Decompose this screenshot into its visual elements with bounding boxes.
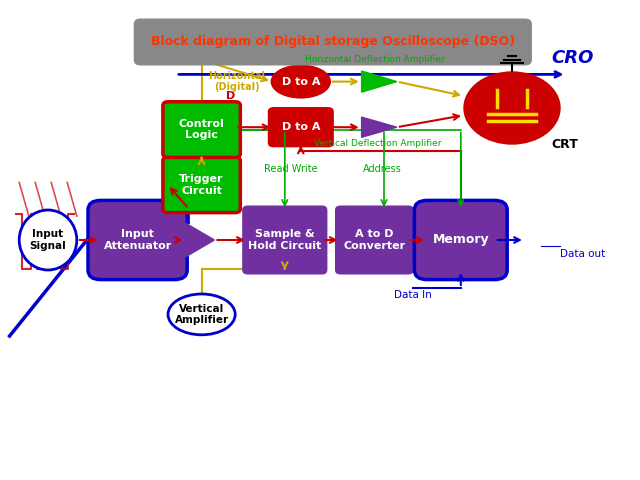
FancyBboxPatch shape — [335, 206, 413, 274]
FancyBboxPatch shape — [243, 206, 326, 274]
FancyBboxPatch shape — [269, 108, 333, 147]
Text: CRO: CRO — [552, 48, 594, 67]
Text: D: D — [226, 91, 235, 101]
Ellipse shape — [272, 66, 330, 97]
Polygon shape — [362, 117, 397, 137]
FancyBboxPatch shape — [163, 157, 241, 213]
Text: D to A: D to A — [282, 122, 320, 132]
Text: Input
Signal: Input Signal — [29, 229, 67, 251]
Circle shape — [464, 72, 560, 144]
Text: Vertical Deflection Amplifier: Vertical Deflection Amplifier — [314, 140, 442, 148]
Ellipse shape — [168, 294, 236, 335]
Text: Trigger
Circuit: Trigger Circuit — [179, 174, 224, 196]
Text: A to D
Converter: A to D Converter — [343, 229, 406, 251]
Ellipse shape — [19, 210, 77, 270]
FancyBboxPatch shape — [88, 201, 187, 279]
FancyBboxPatch shape — [415, 201, 507, 279]
Text: Control
Logic: Control Logic — [179, 119, 225, 141]
Text: Block diagram of Digital storage Oscilloscope (DSO): Block diagram of Digital storage Oscillo… — [151, 35, 515, 48]
Text: Horizontal Deflection Amplifier: Horizontal Deflection Amplifier — [305, 56, 444, 64]
Text: CRT: CRT — [552, 137, 579, 151]
Text: D to A: D to A — [282, 77, 320, 86]
Polygon shape — [186, 223, 214, 257]
Text: Read Write: Read Write — [264, 164, 318, 174]
Text: Memory: Memory — [433, 233, 489, 247]
Text: Horizontal
(Digital): Horizontal (Digital) — [208, 71, 266, 92]
Text: Sample &
Hold Circuit: Sample & Hold Circuit — [248, 229, 321, 251]
Text: Vertical
Amplifier: Vertical Amplifier — [175, 304, 228, 325]
FancyBboxPatch shape — [163, 102, 241, 157]
Text: Input
Attenuator: Input Attenuator — [104, 229, 172, 251]
Text: Data out: Data out — [560, 250, 605, 259]
Polygon shape — [362, 71, 397, 92]
Text: Data In: Data In — [394, 290, 431, 300]
FancyBboxPatch shape — [134, 19, 531, 65]
Text: Address: Address — [364, 164, 402, 174]
